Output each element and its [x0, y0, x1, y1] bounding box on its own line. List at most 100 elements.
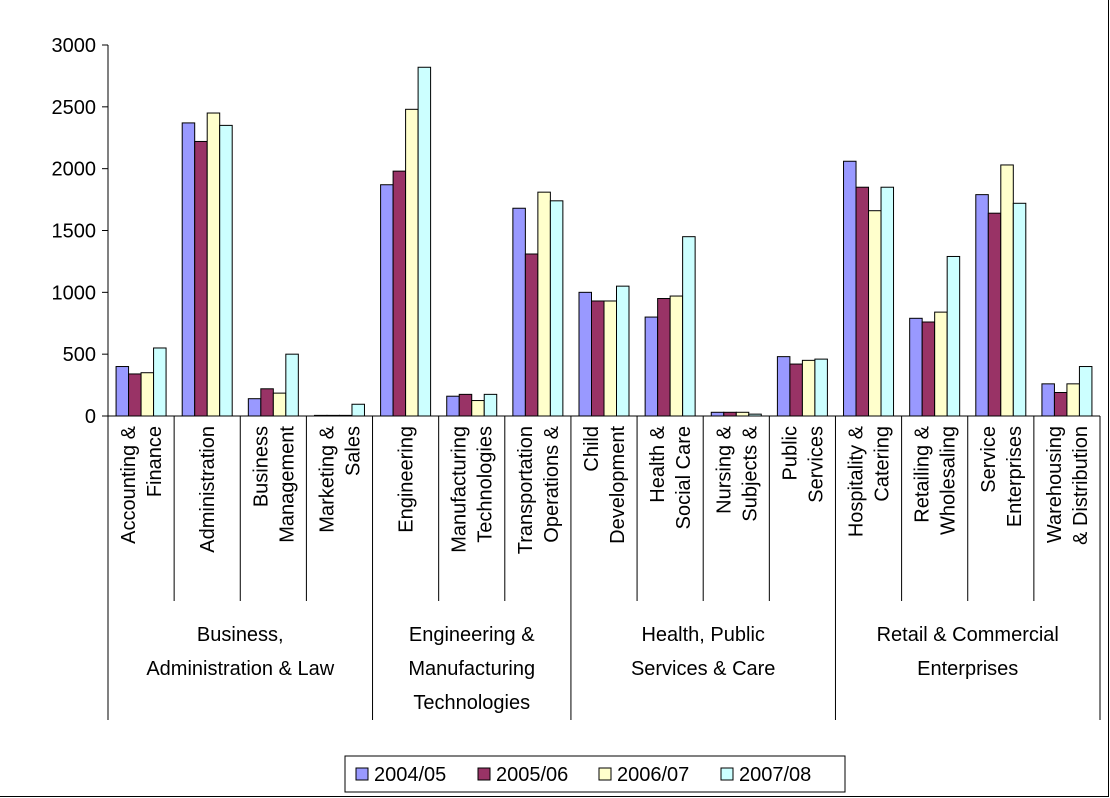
category-label: Public	[779, 426, 801, 480]
legend-swatch	[355, 767, 369, 781]
bar	[194, 140, 208, 417]
group-label: Manufacturing	[408, 658, 535, 680]
bar	[776, 356, 791, 417]
bar	[1078, 366, 1093, 417]
bar	[975, 194, 989, 417]
group-label: Retail & Commercial	[877, 624, 1059, 646]
bar	[471, 400, 485, 417]
bar	[272, 392, 287, 417]
category-label: Social Care	[673, 426, 695, 529]
bar	[987, 212, 1002, 417]
category-label: Sales	[342, 426, 364, 476]
bar	[1000, 164, 1014, 417]
bar	[1066, 383, 1080, 417]
bar	[247, 398, 262, 417]
group-label: Technologies	[413, 692, 530, 714]
group-label: Services & Care	[631, 658, 776, 680]
category-label: Technologies	[475, 426, 497, 543]
category-label: Development	[607, 426, 629, 544]
category-label: Marketing &	[316, 425, 338, 532]
category-label: Subjects &	[739, 425, 761, 521]
bar	[909, 317, 923, 417]
bar	[669, 295, 684, 417]
bar	[392, 170, 407, 417]
y-tick-label: 3000	[52, 35, 97, 57]
y-tick-label: 0	[85, 406, 96, 428]
bar	[682, 236, 696, 417]
legend-swatch	[598, 767, 612, 781]
group-label: Health, Public	[641, 624, 764, 646]
legend-label: 2006/07	[617, 764, 689, 786]
bar	[128, 373, 142, 417]
y-tick-label: 1500	[52, 221, 97, 243]
bar	[657, 298, 671, 417]
bar	[446, 395, 460, 417]
bar	[181, 122, 196, 417]
y-tick-label: 2000	[52, 159, 97, 181]
bar	[616, 285, 630, 417]
bar	[644, 316, 659, 417]
bar	[285, 353, 299, 417]
bar	[512, 207, 526, 417]
group-label: Business,	[197, 624, 284, 646]
category-label: Wholesaling	[938, 426, 960, 535]
bar	[1012, 202, 1027, 417]
bar	[380, 184, 394, 417]
legend-swatch	[720, 767, 734, 781]
category-label: Transportation	[515, 426, 537, 554]
y-tick-label: 1000	[52, 282, 97, 304]
category-label: Accounting &	[118, 425, 140, 544]
bar	[153, 347, 167, 417]
category-label: & Distribution	[1070, 426, 1092, 545]
bar	[351, 403, 365, 417]
bar	[1041, 383, 1055, 417]
y-tick-label: 2500	[52, 97, 97, 119]
legend-label: 2005/06	[496, 764, 568, 786]
category-label: Health &	[647, 425, 669, 502]
bar	[723, 411, 737, 417]
bar	[921, 321, 936, 417]
legend-box	[344, 755, 846, 793]
category-label: Catering	[872, 426, 894, 502]
bar	[483, 393, 498, 417]
category-label: Finance	[144, 426, 166, 497]
group-label: Enterprises	[917, 658, 1018, 680]
bar	[115, 366, 130, 417]
category-label: Management	[276, 426, 298, 543]
bar	[591, 300, 605, 417]
category-label: Hospitality &	[846, 425, 868, 537]
legend-swatch	[477, 767, 491, 781]
category-label: Business	[250, 426, 272, 507]
bar	[140, 372, 155, 417]
bar	[789, 363, 803, 417]
bar	[206, 112, 221, 417]
bar	[417, 66, 432, 417]
bar	[880, 186, 895, 417]
category-label: Services	[805, 426, 827, 503]
category-label: Enterprises	[1004, 426, 1026, 527]
legend-label: 2007/08	[739, 764, 811, 786]
group-label: Engineering &	[409, 624, 535, 646]
bar	[578, 291, 592, 417]
bar	[934, 311, 948, 417]
bar	[735, 411, 750, 417]
bar	[946, 255, 961, 417]
category-label: Retailing &	[912, 425, 934, 522]
group-label: Administration & Law	[146, 658, 334, 680]
bar	[524, 253, 539, 417]
category-label: Administration	[197, 426, 219, 553]
y-tick-label: 500	[63, 344, 96, 366]
category-label: Nursing &	[713, 425, 735, 513]
bar	[855, 186, 870, 417]
bar	[868, 210, 882, 417]
category-label: Engineering	[396, 426, 418, 533]
bar	[843, 160, 857, 417]
category-label: Operations &	[541, 425, 563, 542]
category-label: Service	[978, 426, 1000, 493]
bar	[549, 200, 564, 417]
bar	[801, 359, 816, 417]
bar	[1053, 392, 1068, 417]
bar	[603, 300, 617, 417]
